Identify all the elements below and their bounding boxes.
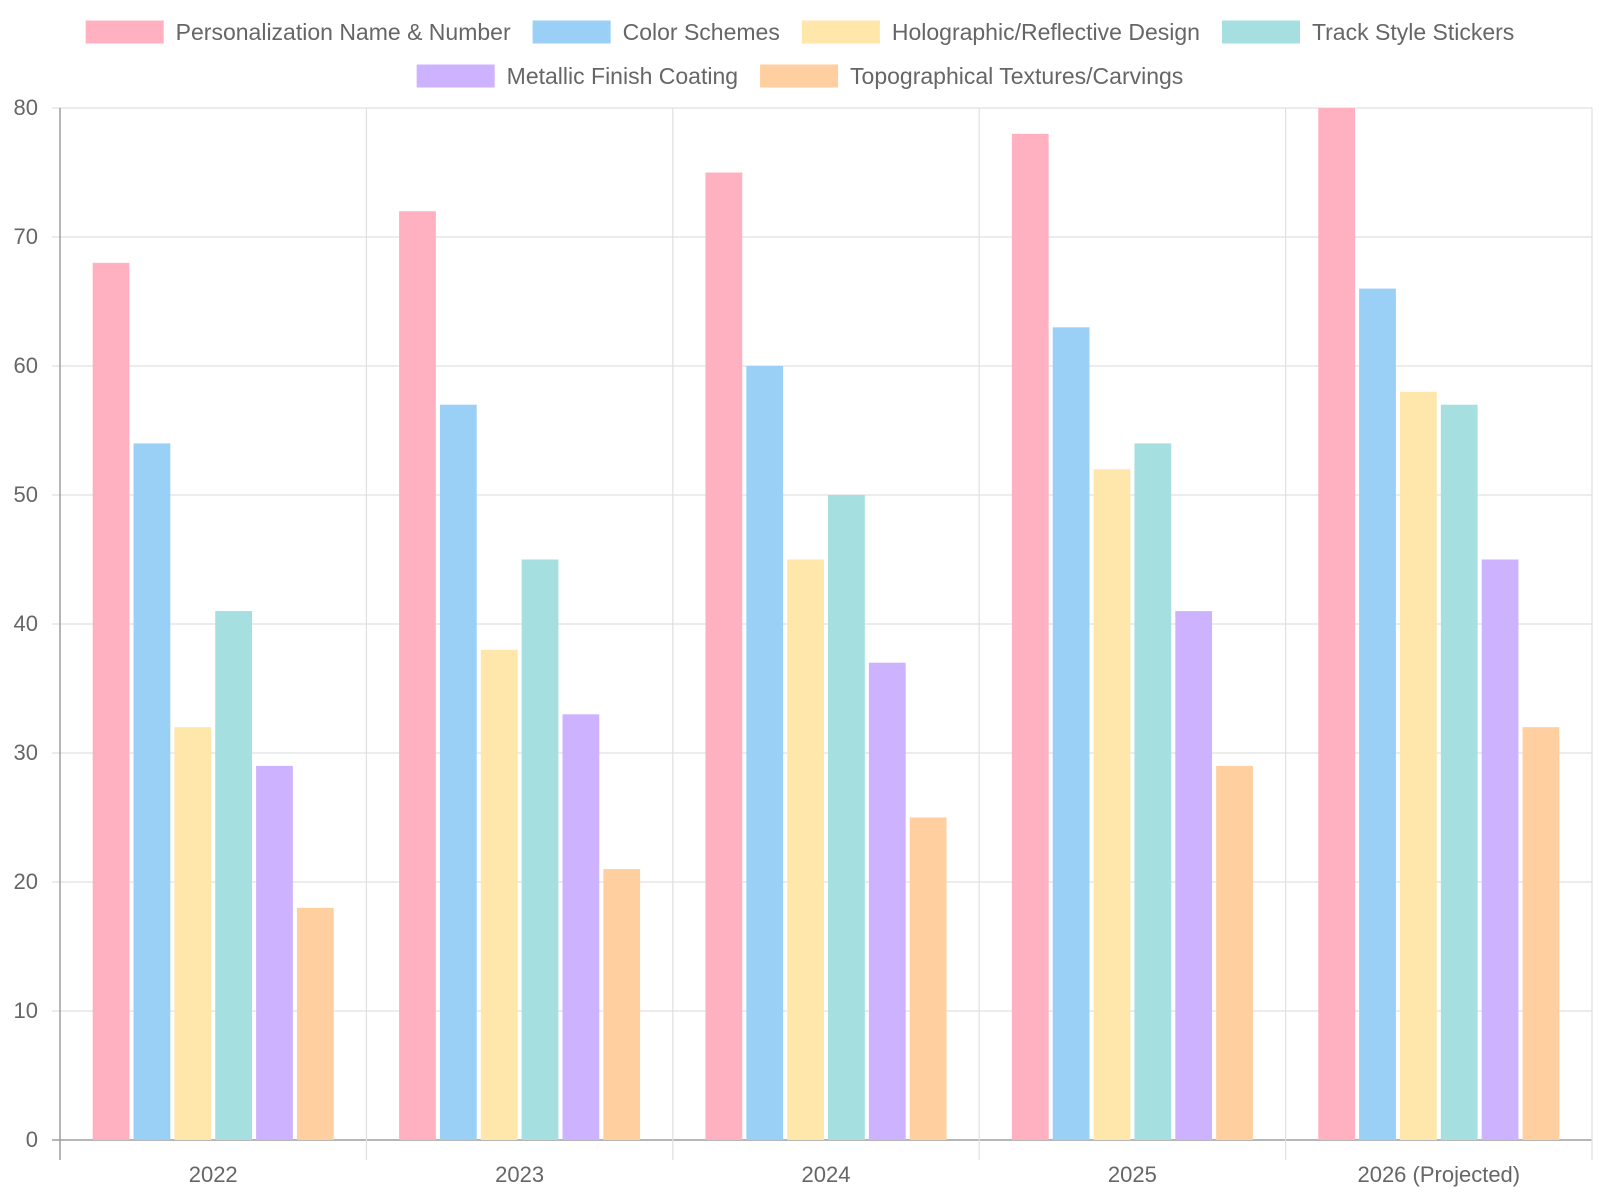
legend-swatch bbox=[532, 20, 611, 44]
y-tick-label: 20 bbox=[14, 869, 38, 894]
y-tick-label: 10 bbox=[14, 998, 38, 1023]
bar-topographical-textures-carvings-2022 bbox=[296, 907, 334, 1140]
legend-label: Personalization Name & Number bbox=[176, 19, 511, 45]
x-tick-label: 2023 bbox=[495, 1162, 544, 1187]
legend[interactable]: Personalization Name & Number Color Schem… bbox=[85, 19, 1515, 89]
bar-layer bbox=[92, 108, 1560, 1141]
bar-color-schemes-2024 bbox=[746, 366, 784, 1140]
legend-item[interactable]: Holographic/Reflective Design bbox=[801, 19, 1200, 45]
legend-swatch bbox=[85, 20, 164, 44]
x-tick-label: 2026 (Projected) bbox=[1357, 1162, 1520, 1187]
legend-swatch bbox=[1221, 20, 1300, 44]
y-tick-label: 40 bbox=[14, 611, 38, 636]
legend-label: Holographic/Reflective Design bbox=[892, 19, 1200, 45]
bar-metallic-finish-coating-2025 bbox=[1175, 611, 1213, 1140]
bar-track-style-stickers-2022 bbox=[215, 611, 253, 1140]
legend-item[interactable]: Track Style Stickers bbox=[1221, 19, 1514, 45]
y-tick-label: 80 bbox=[14, 95, 38, 120]
legend-label: Color Schemes bbox=[623, 19, 780, 45]
bar-metallic-finish-coating-2026-projected- bbox=[1481, 559, 1519, 1140]
legend-label: Track Style Stickers bbox=[1312, 19, 1514, 45]
bar-topographical-textures-carvings-2024 bbox=[909, 817, 947, 1140]
bar-holographic-reflective-design-2023 bbox=[480, 649, 518, 1140]
bar-personalization-name-number-2023 bbox=[399, 211, 436, 1140]
bar-color-schemes-2026-projected- bbox=[1359, 288, 1396, 1141]
bar-holographic-reflective-design-2026-projected- bbox=[1399, 391, 1437, 1140]
x-tick-label: 2022 bbox=[189, 1162, 238, 1187]
legend-swatch bbox=[416, 64, 495, 88]
x-tick-label: 2025 bbox=[1108, 1162, 1157, 1187]
legend-item[interactable]: Personalization Name & Number bbox=[85, 19, 511, 45]
bar-track-style-stickers-2026-projected- bbox=[1440, 404, 1478, 1140]
legend-label: Topographical Textures/Carvings bbox=[850, 63, 1183, 89]
y-tick-label: 30 bbox=[14, 740, 38, 765]
bar-personalization-name-number-2022 bbox=[92, 262, 130, 1140]
y-tick-label: 50 bbox=[14, 482, 38, 507]
y-tick-label: 0 bbox=[26, 1127, 38, 1152]
bar-color-schemes-2023 bbox=[439, 404, 477, 1140]
axis-layer: 0 10 20 30 40 50 60 70 80 2022 2023 2024 2025 2026 (P… bbox=[14, 95, 1521, 1187]
bar-holographic-reflective-design-2022 bbox=[174, 727, 212, 1140]
bar-topographical-textures-carvings-2025 bbox=[1216, 765, 1253, 1140]
legend-item[interactable]: Metallic Finish Coating bbox=[416, 63, 738, 89]
y-tick-label: 70 bbox=[14, 224, 38, 249]
bar-personalization-name-number-2024 bbox=[705, 172, 743, 1140]
bar-track-style-stickers-2024 bbox=[828, 495, 865, 1140]
bar-topographical-textures-carvings-2023 bbox=[603, 869, 641, 1140]
y-tick-label: 60 bbox=[14, 353, 38, 378]
bar-track-style-stickers-2025 bbox=[1134, 443, 1172, 1140]
bar-personalization-name-number-2025 bbox=[1011, 133, 1049, 1141]
bar-holographic-reflective-design-2025 bbox=[1093, 469, 1131, 1140]
bar-personalization-name-number-2026-projected- bbox=[1318, 108, 1356, 1140]
bar-color-schemes-2022 bbox=[133, 443, 171, 1140]
bar-topographical-textures-carvings-2026-projected- bbox=[1522, 727, 1560, 1140]
bar-metallic-finish-coating-2023 bbox=[562, 714, 600, 1140]
bar-holographic-reflective-design-2024 bbox=[787, 559, 824, 1140]
legend-item[interactable]: Topographical Textures/Carvings bbox=[760, 63, 1183, 89]
legend-item[interactable]: Color Schemes bbox=[532, 19, 780, 45]
legend-label: Metallic Finish Coating bbox=[507, 63, 738, 89]
legend-swatch bbox=[801, 20, 880, 44]
bar-color-schemes-2025 bbox=[1052, 327, 1090, 1140]
bar-metallic-finish-coating-2024 bbox=[868, 662, 906, 1140]
legend-swatch bbox=[760, 64, 839, 88]
x-tick-label: 2024 bbox=[802, 1162, 851, 1187]
bar-metallic-finish-coating-2022 bbox=[256, 765, 293, 1140]
bar-track-style-stickers-2023 bbox=[521, 559, 559, 1140]
